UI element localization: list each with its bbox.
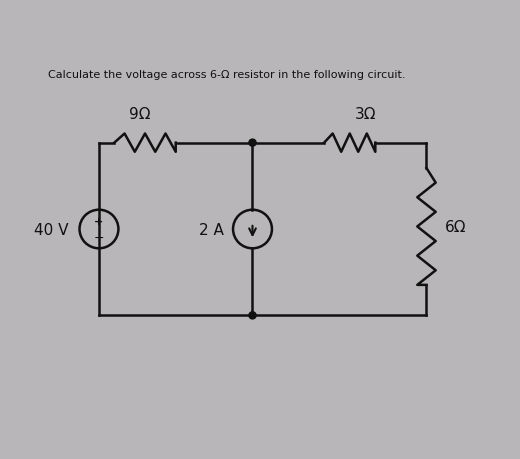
- Text: Calculate the voltage across 6-Ω resistor in the following circuit.: Calculate the voltage across 6-Ω resisto…: [48, 70, 406, 80]
- Text: 6Ω: 6Ω: [445, 219, 466, 235]
- Text: 3Ω: 3Ω: [354, 107, 376, 122]
- Text: 40 V: 40 V: [34, 222, 68, 237]
- Text: +: +: [94, 216, 103, 226]
- Circle shape: [249, 312, 256, 319]
- Text: −: −: [94, 231, 104, 244]
- Text: 9Ω: 9Ω: [129, 107, 151, 122]
- Circle shape: [249, 140, 256, 147]
- Text: 2 A: 2 A: [200, 222, 224, 237]
